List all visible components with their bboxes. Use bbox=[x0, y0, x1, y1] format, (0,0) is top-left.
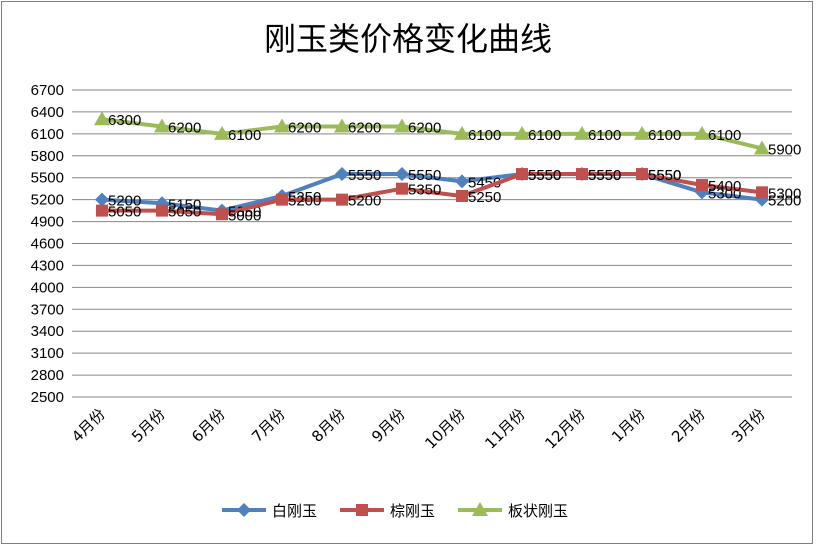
data-label: 5550 bbox=[408, 167, 441, 184]
x-tick-label: 4月份 bbox=[68, 405, 109, 446]
legend-label: 白刚玉 bbox=[272, 502, 317, 520]
data-label: 5550 bbox=[648, 167, 681, 184]
y-tick-label: 5800 bbox=[31, 148, 64, 165]
y-tick-label: 4000 bbox=[31, 279, 64, 296]
legend-label: 板状刚玉 bbox=[508, 502, 568, 520]
y-tick-label: 6700 bbox=[31, 82, 64, 99]
x-tick-label: 12月份 bbox=[541, 405, 588, 452]
data-point-marker bbox=[154, 118, 170, 133]
data-point-marker bbox=[336, 193, 348, 206]
data-label: 5200 bbox=[348, 193, 381, 210]
y-tick-label: 3700 bbox=[31, 301, 64, 318]
data-label: 5900 bbox=[768, 141, 801, 158]
data-point-marker bbox=[96, 204, 108, 217]
y-tick-label: 5500 bbox=[31, 170, 64, 187]
x-tick-label: 5月份 bbox=[128, 405, 169, 446]
data-label: 5550 bbox=[528, 167, 561, 184]
x-tick-label: 7月份 bbox=[248, 405, 289, 446]
legend-marker bbox=[237, 503, 251, 517]
y-tick-label: 6400 bbox=[31, 104, 64, 121]
y-tick-label: 6100 bbox=[31, 126, 64, 143]
y-tick-label: 3100 bbox=[31, 345, 64, 362]
data-point-marker bbox=[216, 208, 228, 221]
y-tick-label: 5200 bbox=[31, 192, 64, 209]
data-point-marker bbox=[574, 125, 590, 140]
data-label: 6100 bbox=[648, 127, 681, 144]
data-label: 5550 bbox=[588, 167, 621, 184]
data-label: 5050 bbox=[168, 204, 201, 221]
data-point-marker bbox=[636, 168, 648, 181]
x-tick-label: 1月份 bbox=[608, 405, 649, 446]
x-tick-label: 3月份 bbox=[728, 405, 769, 446]
legend-label: 棕刚玉 bbox=[390, 502, 435, 520]
data-label: 5350 bbox=[408, 182, 441, 199]
data-point-marker bbox=[756, 186, 768, 199]
data-label: 6100 bbox=[588, 127, 621, 144]
data-point-marker bbox=[276, 193, 288, 206]
x-tick-label: 9月份 bbox=[368, 405, 409, 446]
data-point-marker bbox=[454, 125, 470, 140]
data-point-marker bbox=[335, 167, 349, 182]
data-point-marker bbox=[95, 192, 109, 207]
data-point-marker bbox=[334, 118, 350, 133]
legend-marker bbox=[472, 502, 488, 516]
data-label: 6200 bbox=[408, 120, 441, 137]
data-point-marker bbox=[396, 182, 408, 195]
data-label: 5300 bbox=[768, 185, 801, 202]
data-point-marker bbox=[696, 179, 708, 192]
series-line bbox=[101, 117, 763, 151]
data-point-marker bbox=[94, 111, 110, 126]
data-label: 6100 bbox=[528, 127, 561, 144]
y-tick-label: 4600 bbox=[31, 236, 64, 253]
data-point-marker bbox=[156, 204, 168, 217]
data-label: 5000 bbox=[228, 207, 261, 224]
data-label: 5250 bbox=[468, 189, 501, 206]
y-tick-label: 4900 bbox=[31, 214, 64, 231]
y-tick-label: 4300 bbox=[31, 257, 64, 274]
data-label: 5200 bbox=[768, 193, 801, 210]
data-label: 6100 bbox=[228, 127, 261, 144]
data-point-marker bbox=[694, 125, 710, 140]
data-point-marker bbox=[516, 168, 528, 181]
data-point-marker bbox=[274, 118, 290, 133]
x-tick-label: 11月份 bbox=[481, 405, 528, 452]
x-tick-label: 6月份 bbox=[188, 405, 229, 446]
data-point-marker bbox=[455, 174, 469, 189]
data-point-marker bbox=[214, 125, 230, 140]
x-tick-label: 8月份 bbox=[308, 405, 349, 446]
x-tick-label: 10月份 bbox=[421, 405, 468, 452]
data-label: 5200 bbox=[108, 193, 141, 210]
data-point-marker bbox=[634, 125, 650, 140]
data-label: 5550 bbox=[348, 167, 381, 184]
data-label: 5450 bbox=[468, 174, 501, 191]
data-label: 5050 bbox=[108, 204, 141, 221]
data-label: 5150 bbox=[168, 196, 201, 213]
chart-title: 刚玉类价格变化曲线 bbox=[263, 20, 552, 58]
data-point-marker bbox=[395, 167, 409, 182]
data-point-marker bbox=[576, 168, 588, 181]
y-tick-label: 2800 bbox=[31, 367, 64, 384]
y-tick-label: 3400 bbox=[31, 323, 64, 340]
y-tick-label: 2500 bbox=[31, 389, 64, 406]
x-tick-label: 2月份 bbox=[668, 405, 709, 446]
series-line bbox=[102, 172, 763, 217]
data-point-marker bbox=[394, 118, 410, 133]
legend-marker bbox=[356, 504, 368, 516]
data-label: 6100 bbox=[468, 127, 501, 144]
data-label: 6200 bbox=[288, 120, 321, 137]
data-label: 6300 bbox=[108, 112, 141, 129]
data-label: 5250 bbox=[288, 189, 321, 206]
data-point-marker bbox=[754, 140, 770, 155]
data-label: 6200 bbox=[168, 120, 201, 137]
data-point-marker bbox=[456, 189, 468, 202]
data-point-marker bbox=[514, 125, 530, 140]
data-label: 5400 bbox=[708, 178, 741, 195]
data-label: 5200 bbox=[288, 193, 321, 210]
data-label: 6100 bbox=[708, 127, 741, 144]
data-label: 6200 bbox=[348, 120, 381, 137]
